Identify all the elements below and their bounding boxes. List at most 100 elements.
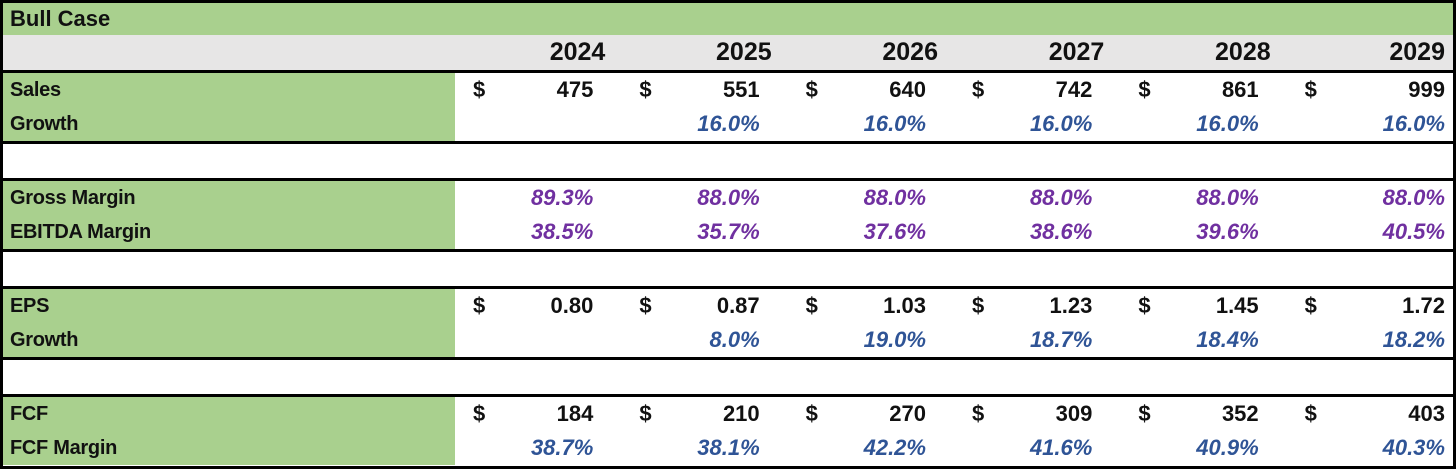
cell-growth-s3-2024[interactable] xyxy=(455,323,621,357)
cell-growth-s3-2026[interactable]: 19.0% xyxy=(863,327,926,352)
cell-ebitda-margin-s2-2027[interactable]: 38.6% xyxy=(1029,219,1093,244)
dollar-sign: $ xyxy=(805,293,818,318)
table-row-growth-s1: Growth 16.0% 16.0% 16.0% 16.0% 16.0% xyxy=(3,107,1453,141)
cell-growth-s1-2029[interactable]: 16.0% xyxy=(1382,111,1445,136)
year-header-2026[interactable]: 2026 xyxy=(882,38,938,66)
dollar-sign: $ xyxy=(473,293,486,318)
year-header-2029[interactable]: 2029 xyxy=(1389,38,1445,66)
year-header-row: 2024 2025 2026 2027 2028 2029 xyxy=(3,35,1453,73)
cell-value: 1.45 xyxy=(1215,293,1259,318)
cell-gross-margin-s2-2026[interactable]: 88.0% xyxy=(863,185,926,210)
dollar-sign: $ xyxy=(971,401,985,426)
row-label-fcf-s4[interactable]: FCF xyxy=(3,397,455,431)
cell-ebitda-margin-s2-2026[interactable]: 37.6% xyxy=(863,219,926,244)
cell-eps-2027[interactable]: $1.23 xyxy=(954,289,1120,323)
cell-sales-2027[interactable]: $742 xyxy=(954,73,1120,107)
dollar-sign: $ xyxy=(1138,293,1151,318)
cell-ebitda-margin-s2-2029[interactable]: 40.5% xyxy=(1382,219,1445,244)
cell-value: 403 xyxy=(1408,401,1445,426)
cell-gross-margin-s2-2027[interactable]: 88.0% xyxy=(1029,185,1093,210)
dollar-sign: $ xyxy=(473,401,486,426)
cell-fcf-margin-s4-2024[interactable]: 38.7% xyxy=(530,435,594,460)
cell-growth-s1-2027[interactable]: 16.0% xyxy=(1029,111,1093,136)
cell-gross-margin-s2-2029[interactable]: 88.0% xyxy=(1382,185,1445,210)
cell-sales-2029[interactable]: $999 xyxy=(1287,73,1453,107)
section-1: Sales $475 $551 $640 $742 $861 $999 Growth 16.0%… xyxy=(3,73,1453,144)
section-3: EPS $0.80 $0.87 $1.03 $1.23 $1.45 $1.72 Growth 8… xyxy=(3,289,1453,360)
dollar-sign: $ xyxy=(639,401,652,426)
spacer-row-1 xyxy=(3,144,1453,181)
year-header-2027[interactable]: 2027 xyxy=(1048,38,1105,66)
section-4: FCF $184 $210 $270 $309 $352 $403 FCF Margin 38.… xyxy=(3,397,1453,465)
cell-fcf-margin-s4-2029[interactable]: 40.3% xyxy=(1382,435,1445,460)
cell-eps-2026[interactable]: $1.03 xyxy=(788,289,954,323)
row-label-gross-margin-s2[interactable]: Gross Margin xyxy=(3,181,455,215)
cell-value: 309 xyxy=(1055,401,1093,426)
table-row-eps-s3: EPS $0.80 $0.87 $1.03 $1.23 $1.45 $1.72 xyxy=(3,289,1453,323)
spacer-row-2 xyxy=(3,252,1453,289)
cell-sales-2028[interactable]: $861 xyxy=(1120,73,1286,107)
cell-value: 1.23 xyxy=(1049,293,1093,318)
cell-fcf-margin-s4-2026[interactable]: 42.2% xyxy=(863,435,926,460)
table-row-growth-s3: Growth 8.0% 19.0% 18.7% 18.4% 18.2% xyxy=(3,323,1453,357)
cell-growth-s3-2025[interactable]: 8.0% xyxy=(709,327,760,352)
cell-fcf-margin-s4-2025[interactable]: 38.1% xyxy=(697,435,760,460)
spacer-row-3 xyxy=(3,360,1453,397)
table-row-fcf-s4: FCF $184 $210 $270 $309 $352 $403 xyxy=(3,397,1453,431)
cell-eps-2028[interactable]: $1.45 xyxy=(1120,289,1286,323)
row-label-eps-s3[interactable]: EPS xyxy=(3,289,455,323)
cell-fcf-2027[interactable]: $309 xyxy=(954,397,1120,431)
cell-value: 640 xyxy=(889,77,926,102)
cell-ebitda-margin-s2-2028[interactable]: 39.6% xyxy=(1196,219,1259,244)
year-header-2024[interactable]: 2024 xyxy=(549,38,606,66)
cell-growth-s3-2027[interactable]: 18.7% xyxy=(1029,327,1093,352)
row-label-growth-s3[interactable]: Growth xyxy=(3,323,455,357)
cell-fcf-margin-s4-2027[interactable]: 41.6% xyxy=(1029,435,1093,460)
cell-gross-margin-s2-2028[interactable]: 88.0% xyxy=(1196,185,1259,210)
cell-gross-margin-s2-2024[interactable]: 89.3% xyxy=(530,185,594,210)
table-row-ebitda-margin-s2: EBITDA Margin 38.5% 35.7% 37.6% 38.6% 39.6% 40… xyxy=(3,215,1453,249)
dollar-sign: $ xyxy=(805,77,818,102)
cell-growth-s1-2028[interactable]: 16.0% xyxy=(1196,111,1259,136)
row-label-ebitda-margin-s2[interactable]: EBITDA Margin xyxy=(3,215,455,249)
row-label-fcf-margin-s4[interactable]: FCF Margin xyxy=(3,431,455,465)
dollar-sign: $ xyxy=(473,77,486,102)
cell-growth-s3-2029[interactable]: 18.2% xyxy=(1382,327,1445,352)
cell-fcf-2029[interactable]: $403 xyxy=(1287,397,1453,431)
cell-sales-2024[interactable]: $475 xyxy=(455,73,621,107)
dollar-sign: $ xyxy=(639,293,652,318)
cell-fcf-2026[interactable]: $270 xyxy=(788,397,954,431)
dollar-sign: $ xyxy=(1138,401,1151,426)
cell-fcf-margin-s4-2028[interactable]: 40.9% xyxy=(1196,435,1259,460)
cell-eps-2025[interactable]: $0.87 xyxy=(621,289,787,323)
row-label-sales-s1[interactable]: Sales xyxy=(3,73,455,107)
table-row-fcf-margin-s4: FCF Margin 38.7% 38.1% 42.2% 41.6% 40.9% 40.3% xyxy=(3,431,1453,465)
sheet-title-cell[interactable]: Bull Case xyxy=(10,6,111,31)
cell-ebitda-margin-s2-2025[interactable]: 35.7% xyxy=(697,219,760,244)
cell-eps-2024[interactable]: $0.80 xyxy=(455,289,621,323)
cell-fcf-2028[interactable]: $352 xyxy=(1120,397,1286,431)
cell-sales-2025[interactable]: $551 xyxy=(621,73,787,107)
table-row-gross-margin-s2: Gross Margin 89.3% 88.0% 88.0% 88.0% 88.0% 88.… xyxy=(3,181,1453,215)
dollar-sign: $ xyxy=(639,77,652,102)
cell-eps-2029[interactable]: $1.72 xyxy=(1287,289,1453,323)
year-header-2028[interactable]: 2028 xyxy=(1215,38,1271,66)
dollar-sign: $ xyxy=(805,401,818,426)
cell-fcf-2025[interactable]: $210 xyxy=(621,397,787,431)
dollar-sign: $ xyxy=(971,293,985,318)
cell-growth-s1-2024[interactable] xyxy=(455,107,621,141)
cell-growth-s1-2026[interactable]: 16.0% xyxy=(863,111,926,136)
year-header-2025[interactable]: 2025 xyxy=(716,38,772,66)
cell-fcf-2024[interactable]: $184 xyxy=(455,397,621,431)
cell-gross-margin-s2-2025[interactable]: 88.0% xyxy=(697,185,760,210)
cell-sales-2026[interactable]: $640 xyxy=(788,73,954,107)
cell-growth-s1-2025[interactable]: 16.0% xyxy=(697,111,760,136)
cell-ebitda-margin-s2-2024[interactable]: 38.5% xyxy=(530,219,594,244)
row-label-growth-s1[interactable]: Growth xyxy=(3,107,455,141)
cell-value: 475 xyxy=(556,77,594,102)
dollar-sign: $ xyxy=(1304,293,1317,318)
cell-value: 1.03 xyxy=(883,293,926,318)
cell-growth-s3-2028[interactable]: 18.4% xyxy=(1196,327,1259,352)
cell-value: 0.87 xyxy=(716,293,760,318)
dollar-sign: $ xyxy=(971,77,985,102)
